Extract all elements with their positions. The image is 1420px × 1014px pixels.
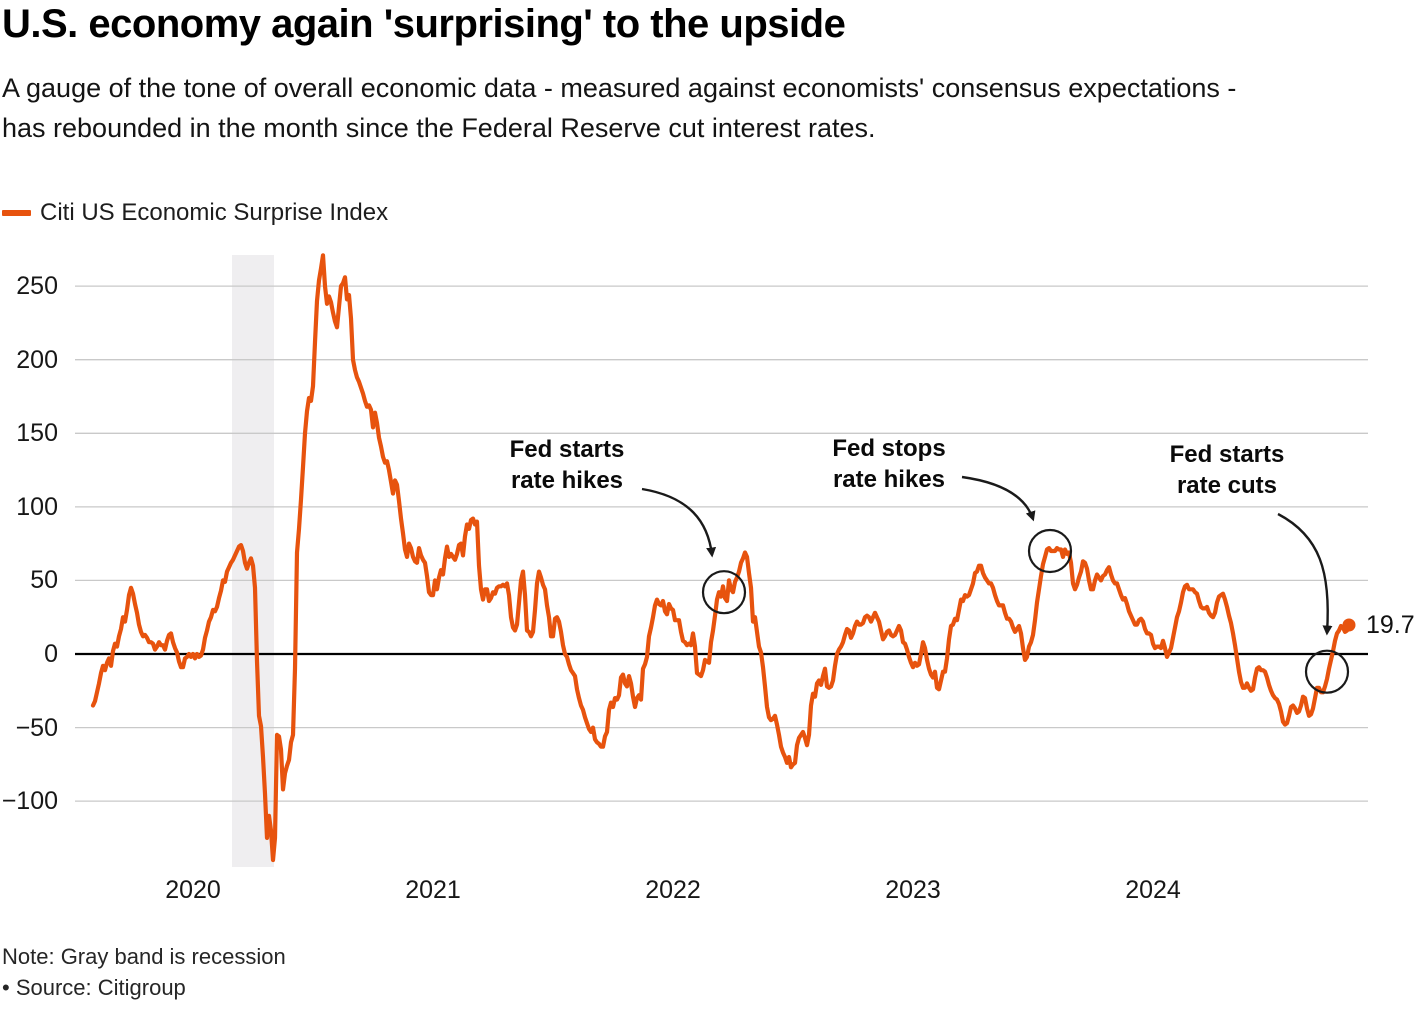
annotation-circle-1 [1027,528,1073,574]
page-title: U.S. economy again 'surprising' to the u… [2,2,846,46]
annotation-text-line: rate hikes [510,467,624,494]
annotation-arrow-2 [1277,512,1333,636]
annotation-text-line: Fed starts [1169,441,1285,468]
surprise-index-line [90,253,1352,863]
legend-line-swatch [2,210,31,216]
annotation-text-line: rate cuts [1176,472,1278,499]
legend: Citi US Economic Surprise Index [2,198,388,228]
annotation-text-line: Fed stops [832,435,946,462]
annotation-arrow-1 [961,475,1036,522]
legend-label: Citi US Economic Surprise Index [40,199,389,226]
latest-value-dot [1342,618,1356,632]
annotation-circle-2 [1304,649,1350,694]
annotation-text-line: rate hikes [832,466,946,493]
annotation-fed-starts-rate-hikes: Fed starts rate hikes [500,434,634,496]
last-value-label: 19.7 [1366,611,1415,639]
annotation-fed-starts-rate-cuts: Fed starts rate cuts [1160,439,1294,501]
annotation-text-line: Fed starts [509,436,625,463]
chart-source: • Source: Citigroup [2,975,186,1000]
chart-note: Note: Gray band is recession [2,944,286,969]
page-subtitle: A gauge of the tone of overall economic … [2,73,1237,143]
annotation-arrow-0 [641,487,717,558]
annotation-fed-stops-rate-hikes: Fed stops rate hikes [822,433,956,495]
annotation-circle-0 [701,570,747,615]
